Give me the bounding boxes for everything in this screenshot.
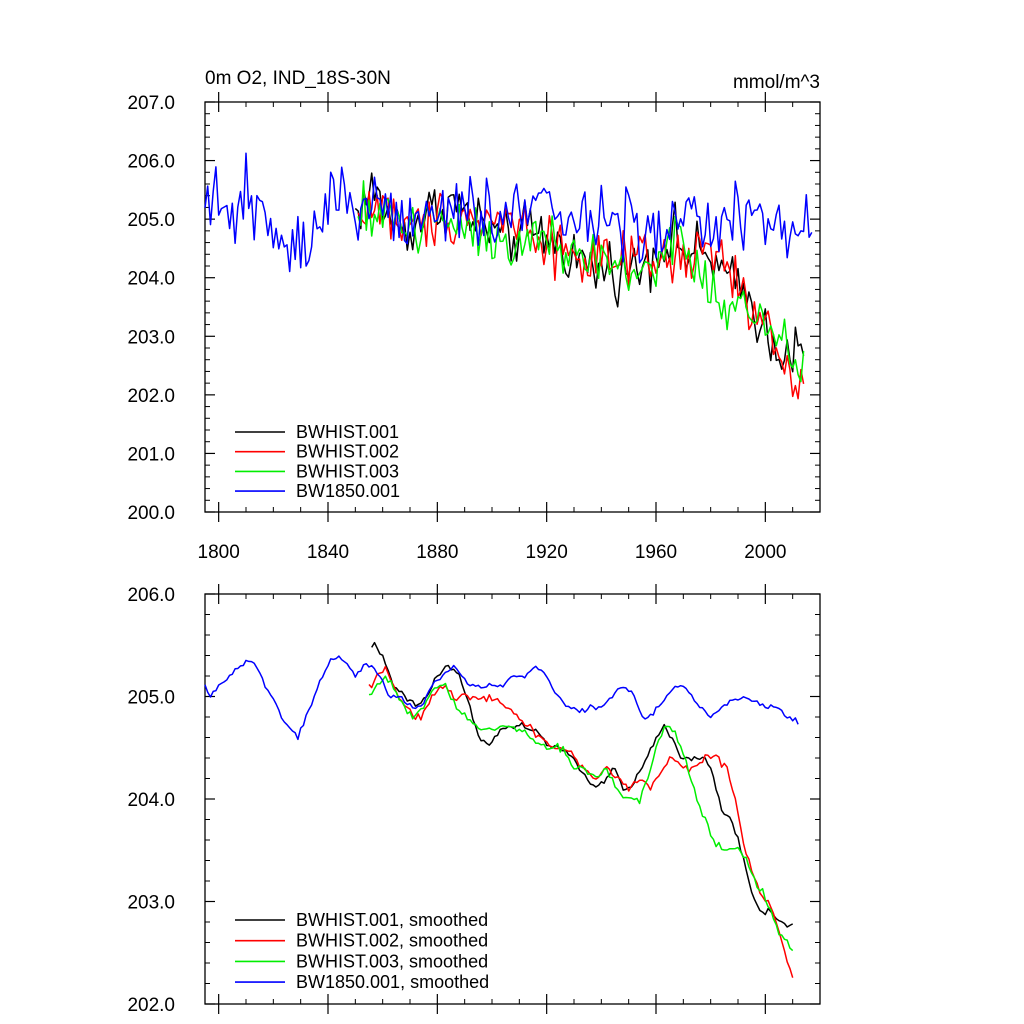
top-panel: 0m O2, IND_18S-30N mmol/m^3 200.0201.020… xyxy=(127,68,821,563)
series-line-bwhist-001-smoothed xyxy=(371,641,794,928)
bottom-y-ticks: 202.0 203.0 204.0 205.0 206.0 xyxy=(127,585,820,1016)
series-line-bw1850-001-smoothed xyxy=(204,655,799,741)
legend-label: BWHIST.002 xyxy=(296,442,399,462)
series-line-bwhist-003-smoothed xyxy=(368,675,794,952)
bottom-y-minor-ticks xyxy=(205,614,820,984)
x-tick-label: 1800 xyxy=(198,542,240,563)
bottom-x-minor-ticks xyxy=(245,594,821,1004)
x-tick-label: 2000 xyxy=(744,542,786,563)
legend-label: BWHIST.001, smoothed xyxy=(296,910,488,930)
y-tick-label: 202.0 xyxy=(127,386,175,407)
legend-label: BWHIST.003, smoothed xyxy=(296,951,488,971)
top-y-ticks: 200.0 201.0 202.0 203.0 204.0 205.0 206.0 207.0 xyxy=(127,93,820,524)
legend-label: BWHIST.002, smoothed xyxy=(296,931,488,951)
figure-units-label: mmol/m^3 xyxy=(733,72,820,93)
series-line-bwhist-002 xyxy=(357,190,805,400)
figure-title-left: 0m O2, IND_18S-30N xyxy=(205,68,391,89)
legend-label: BWHIST.001 xyxy=(296,422,399,442)
legend-label: BW1850.001, smoothed xyxy=(296,972,489,992)
bottom-series xyxy=(204,641,799,978)
top-y-minor-ticks xyxy=(205,113,820,501)
legend-label: BW1850.001 xyxy=(296,481,400,501)
y-tick-label: 204.0 xyxy=(127,790,175,811)
top-series xyxy=(204,152,813,400)
series-line-bw1850-001 xyxy=(204,152,813,273)
y-tick-label: 206.0 xyxy=(127,585,175,606)
x-tick-label: 1920 xyxy=(526,542,568,563)
plot-frame xyxy=(204,101,821,513)
legend-label: BWHIST.003 xyxy=(296,461,399,481)
x-tick-label: 1840 xyxy=(307,542,349,563)
bottom-x-ticks xyxy=(218,584,766,1014)
y-tick-label: 203.0 xyxy=(127,893,175,914)
y-tick-label: 205.0 xyxy=(127,210,175,231)
y-tick-label: 203.0 xyxy=(127,327,175,348)
y-tick-label: 205.0 xyxy=(127,688,175,709)
bottom-panel: 202.0 203.0 204.0 205.0 206.0 BWHIST.001, sm… xyxy=(127,584,821,1016)
y-tick-label: 201.0 xyxy=(127,444,175,465)
y-tick-label: 207.0 xyxy=(127,93,175,114)
top-x-minor-ticks xyxy=(245,102,821,512)
x-tick-label: 1960 xyxy=(635,542,677,563)
y-tick-label: 200.0 xyxy=(127,503,175,524)
y-tick-label: 206.0 xyxy=(127,152,175,173)
y-tick-label: 204.0 xyxy=(127,269,175,290)
series-line-bwhist-001 xyxy=(354,172,805,373)
top-plot-area xyxy=(204,101,821,513)
top-x-ticks: 1800 1840 1880 1920 1960 2000 xyxy=(198,92,786,563)
y-tick-label: 202.0 xyxy=(127,995,175,1016)
x-tick-label: 1880 xyxy=(416,542,458,563)
